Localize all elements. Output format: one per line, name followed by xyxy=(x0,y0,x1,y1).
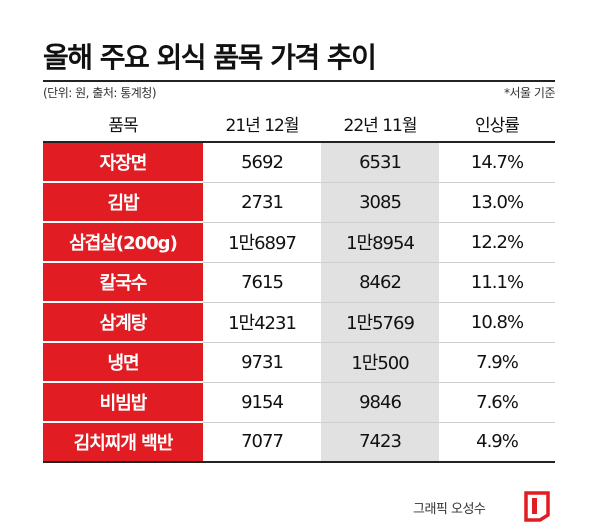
rate-cell: 7.9% xyxy=(439,342,555,383)
cur-price-cell: 1만5769 xyxy=(321,302,439,343)
table-row: 삼겹살(200g) 1만6897 1만8954 12.2% xyxy=(43,222,555,263)
table-row: 칼국수 7615 8462 11.1% xyxy=(43,262,555,303)
header-prev: 21년 12월 xyxy=(203,105,321,143)
rate-cell: 14.7% xyxy=(439,142,555,183)
item-cell: 김밥 xyxy=(43,182,203,223)
red-bracket-logo-icon xyxy=(524,491,550,522)
cur-price-cell: 9846 xyxy=(321,382,439,423)
page-title: 올해 주요 외식 품목 가격 추이 xyxy=(43,41,377,74)
header-item: 품목 xyxy=(43,105,203,143)
item-cell: 자장면 xyxy=(43,142,203,183)
item-cell: 삼계탕 xyxy=(43,302,203,343)
table-row: 삼계탕 1만4231 1만5769 10.8% xyxy=(43,302,555,343)
prev-price-cell: 5692 xyxy=(203,142,321,183)
item-cell: 비빔밥 xyxy=(43,382,203,423)
region-note: *서울 기준 xyxy=(504,86,555,100)
item-cell: 김치찌개 백반 xyxy=(43,422,203,463)
graphic-credit: 그래픽 오성수 xyxy=(413,502,486,517)
item-cell: 삼겹살(200g) xyxy=(43,222,203,263)
item-cell: 냉면 xyxy=(43,342,203,383)
prev-price-cell: 7077 xyxy=(203,422,321,463)
rate-cell: 12.2% xyxy=(439,222,555,263)
cur-price-cell: 3085 xyxy=(321,182,439,223)
table-row: 김밥 2731 3085 13.0% xyxy=(43,182,555,223)
cur-price-cell: 1만500 xyxy=(321,342,439,383)
prev-price-cell: 7615 xyxy=(203,262,321,303)
rate-cell: 4.9% xyxy=(439,422,555,463)
table-row: 냉면 9731 1만500 7.9% xyxy=(43,342,555,383)
cur-price-cell: 7423 xyxy=(321,422,439,463)
table-row: 비빔밥 9154 9846 7.6% xyxy=(43,382,555,423)
rate-cell: 7.6% xyxy=(439,382,555,423)
prev-price-cell: 9731 xyxy=(203,342,321,383)
cur-price-cell: 8462 xyxy=(321,262,439,303)
table-row: 자장면 5692 6531 14.7% xyxy=(43,142,555,183)
header-cur: 22년 11월 xyxy=(321,105,439,143)
cur-price-cell: 6531 xyxy=(321,142,439,183)
rate-cell: 13.0% xyxy=(439,182,555,223)
unit-source-note: (단위: 원, 출처: 통계청) xyxy=(43,86,157,100)
prev-price-cell: 1만6897 xyxy=(203,222,321,263)
title-rule xyxy=(43,80,555,82)
rate-cell: 11.1% xyxy=(439,262,555,303)
header-rate: 인상률 xyxy=(439,105,555,143)
prev-price-cell: 9154 xyxy=(203,382,321,423)
prev-price-cell: 2731 xyxy=(203,182,321,223)
price-table: 품목 21년 12월 22년 11월 인상률 자장면 5692 6531 14.… xyxy=(43,105,555,463)
table-row: 김치찌개 백반 7077 7423 4.9% xyxy=(43,422,555,463)
table-header-row: 품목 21년 12월 22년 11월 인상률 xyxy=(43,105,555,143)
item-cell: 칼국수 xyxy=(43,262,203,303)
cur-price-cell: 1만8954 xyxy=(321,222,439,263)
rate-cell: 10.8% xyxy=(439,302,555,343)
prev-price-cell: 1만4231 xyxy=(203,302,321,343)
